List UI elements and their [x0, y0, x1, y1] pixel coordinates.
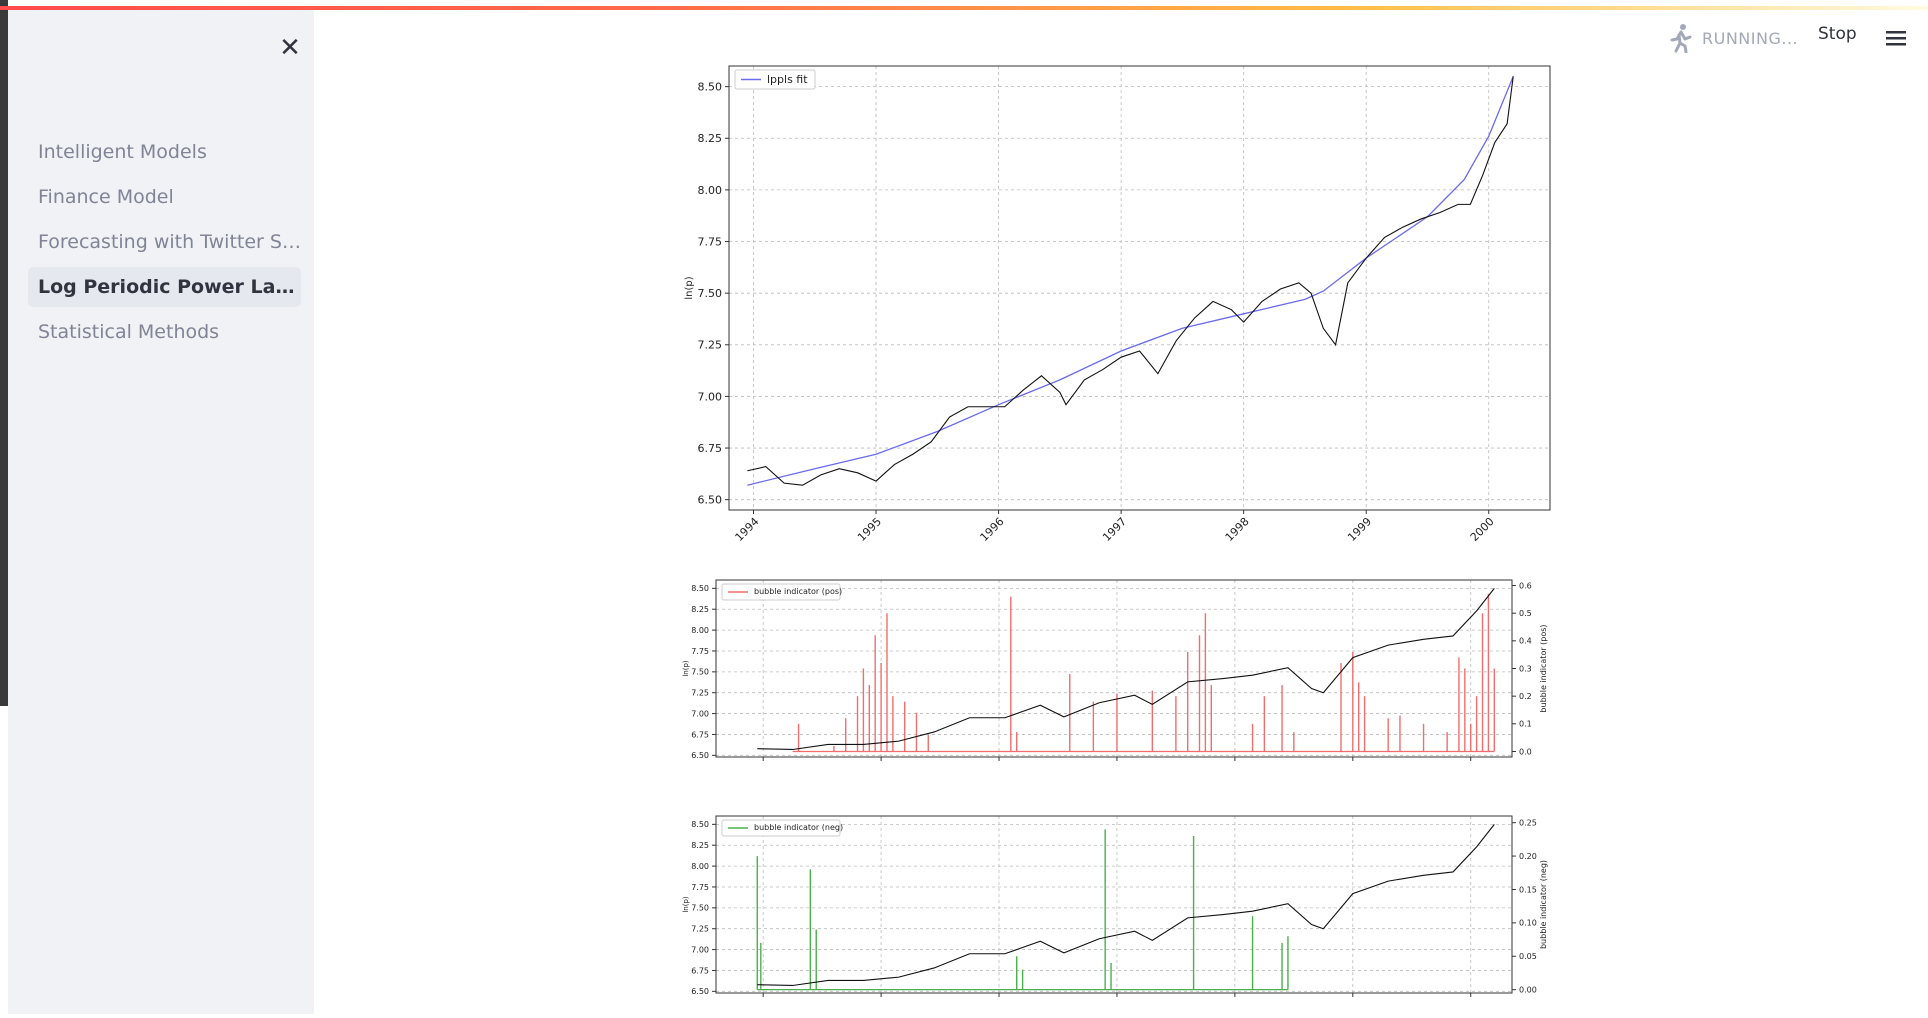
y-tick-label: 7.75: [698, 235, 723, 248]
y-tick-label: 8.25: [698, 132, 723, 145]
y2-tick-label: 0.6: [1519, 581, 1532, 590]
y-tick-label: 8.00: [691, 862, 709, 871]
y2-axis-label: bubble indicator (pos): [1539, 624, 1548, 712]
y-tick-label: 8.25: [691, 841, 709, 850]
legend-label: bubble indicator (pos): [754, 587, 842, 596]
y-axis-label: ln(p): [682, 896, 690, 913]
x-tick-label: 1996: [978, 515, 1007, 544]
series-line: [747, 76, 1514, 486]
y-tick-label: 7.50: [698, 287, 723, 300]
y-tick-label: 8.50: [691, 820, 709, 829]
y-tick-label: 7.50: [691, 904, 709, 913]
x-tick-label: 1995: [855, 515, 884, 544]
y-tick-label: 7.75: [691, 647, 709, 656]
y2-tick-label: 0.0: [1519, 747, 1532, 756]
y-tick-label: 7.25: [698, 339, 723, 352]
x-tick-label: 1998: [1223, 515, 1252, 544]
sidebar-item-forecasting-twitter[interactable]: Forecasting with Twitter Se...: [38, 231, 301, 253]
sidebar-nav: Intelligent Models Finance Model Forecas…: [28, 132, 301, 357]
y2-tick-label: 0.2: [1519, 692, 1532, 701]
x-tick-label: 1994: [733, 515, 762, 544]
y-tick-label: 8.00: [698, 184, 723, 197]
hamburger-menu-icon[interactable]: [1882, 26, 1910, 50]
y-axis-label: ln(p): [682, 660, 690, 677]
y-tick-label: 6.50: [691, 987, 709, 996]
sidebar-item-lppls[interactable]: Log Periodic Power Law Si...: [28, 267, 301, 307]
window-edge: [0, 0, 8, 706]
y-tick-label: 8.25: [691, 605, 709, 614]
y-tick-label: 7.25: [691, 689, 709, 698]
y2-tick-label: 0.05: [1519, 952, 1537, 961]
bubble-pos-chart: 6.50 6.75 7.00 7.25 7.50 7.75 8.00 8.25 8.50 ln(p…: [680, 572, 1560, 780]
sidebar: ✕ Intelligent Models Finance Model Forec…: [8, 10, 314, 1014]
y-tick-label: 8.50: [691, 584, 709, 593]
legend-label: bubble indicator (neg): [754, 823, 843, 832]
y-tick-label: 7.75: [691, 883, 709, 892]
lppls-fit-svg: 1994 1995 1996 1997 1998 1999 2000 6.50 6.75 7.00…: [684, 65, 1551, 544]
x-tick-label: 2000: [1468, 515, 1497, 544]
bubble-neg-chart: 6.50 6.75 7.00 7.25 7.50 7.75 8.00 8.25 8.50 ln(p…: [680, 808, 1560, 1014]
y2-tick-label: 0.10: [1519, 919, 1537, 928]
y2-tick-label: 0.20: [1519, 852, 1537, 861]
y-tick-label: 8.00: [691, 626, 709, 635]
y2-tick-label: 0.15: [1519, 885, 1537, 894]
stop-button[interactable]: Stop: [1818, 24, 1857, 44]
plot-frame: [715, 815, 1513, 994]
sidebar-item-statistical-methods[interactable]: Statistical Methods: [38, 321, 220, 343]
legend-box: [721, 583, 841, 601]
y-tick-label: 6.50: [691, 751, 709, 760]
y-tick-label: 6.50: [698, 494, 723, 507]
y2-tick-label: 0.3: [1519, 664, 1532, 673]
running-progress-bar: [0, 6, 1928, 10]
y2-tick-label: 0.25: [1519, 818, 1537, 827]
status-text: RUNNING...: [1702, 28, 1799, 48]
y2-tick-label: 0.5: [1519, 609, 1532, 618]
y2-axis-label: bubble indicator (neg): [1539, 860, 1548, 949]
y2-tick-label: 0.1: [1519, 720, 1532, 729]
lppls-fit-chart: 1994 1995 1996 1997 1998 1999 2000 6.50 6.75 7.00…: [680, 62, 1560, 556]
series-line: [757, 824, 1495, 987]
y2-tick-label: 0.4: [1519, 637, 1532, 646]
y-tick-label: 6.75: [698, 442, 723, 455]
series-line: [757, 588, 1495, 751]
y-tick-label: 6.75: [691, 730, 709, 739]
y-tick-label: 7.25: [691, 925, 709, 934]
bubble-pos-svg: 6.50 6.75 7.00 7.25 7.50 7.75 8.00 8.25 8.50 ln(p…: [682, 579, 1548, 761]
plot-frame: [715, 579, 1513, 758]
sidebar-item-finance-model[interactable]: Finance Model: [38, 186, 174, 208]
y-tick-label: 7.50: [691, 668, 709, 677]
y2-tick-label: 0.00: [1519, 985, 1537, 994]
y-tick-label: 8.50: [698, 81, 723, 94]
y-tick-label: 7.00: [691, 709, 709, 718]
legend-box: [721, 819, 841, 837]
sidebar-item-intelligent-models[interactable]: Intelligent Models: [38, 141, 207, 163]
y-tick-label: 7.00: [691, 945, 709, 954]
running-status: RUNNING...: [1668, 21, 1798, 55]
y-tick-label: 6.75: [691, 966, 709, 975]
legend-box: [734, 69, 816, 90]
legend-label: lppls fit: [767, 73, 808, 86]
series-line: [747, 76, 1514, 486]
plot-frame: [728, 65, 1551, 511]
app-header: [314, 10, 1928, 66]
x-tick-label: 1999: [1345, 515, 1374, 544]
x-tick-label: 1997: [1100, 515, 1129, 544]
y-axis-label: ln(p): [684, 276, 695, 299]
close-icon[interactable]: ✕: [279, 33, 301, 63]
y-tick-label: 7.00: [698, 390, 723, 403]
running-person-icon: [1670, 24, 1692, 53]
bubble-neg-svg: 6.50 6.75 7.00 7.25 7.50 7.75 8.00 8.25 8.50 ln(p…: [682, 815, 1548, 997]
